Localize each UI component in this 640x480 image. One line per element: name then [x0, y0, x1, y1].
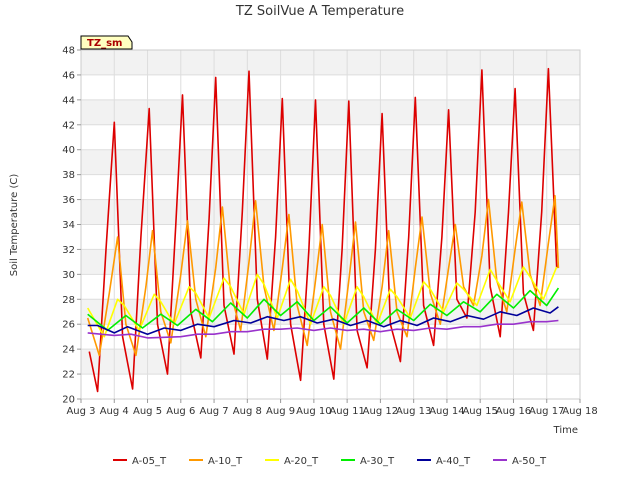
x-tick-label-11: Aug 11	[329, 406, 364, 417]
x-axis-ticks: Aug 3 Aug 4 Aug 5 Aug 6 Aug 7 Aug 8 Aug 9 Aug 1…	[66, 399, 598, 417]
legend-label: A-20_T	[284, 456, 319, 467]
tz-sm-badge: TZ_sm	[80, 35, 133, 50]
band-34	[81, 199, 580, 225]
y-tick-label-44: 44	[62, 95, 75, 106]
y-tick-label-38: 38	[62, 170, 75, 181]
band-38	[81, 149, 580, 175]
series-a-30-t	[87, 287, 560, 332]
series-a-40-t	[87, 306, 559, 335]
x-tick-label-8: Aug 8	[233, 406, 262, 417]
x-tick-label-5: Aug 5	[133, 406, 162, 417]
band-30	[81, 249, 580, 275]
legend-label: A-30_T	[360, 456, 395, 467]
series-a-20-t	[87, 266, 558, 338]
legend-label: A-05_T	[132, 456, 167, 467]
series-a-50-t	[87, 319, 559, 339]
legend-item-a-30-t: A-30_T	[341, 456, 395, 467]
band-42	[81, 99, 580, 125]
x-tick-label-18: Aug 18	[562, 406, 597, 417]
legend-item-a-05-t: A-05_T	[113, 456, 167, 467]
y-tick-label-42: 42	[62, 120, 75, 131]
series-a-10-t	[86, 195, 560, 357]
x-tick-label-9: Aug 9	[266, 406, 295, 417]
y-axis-label: Soil Temperature (C)	[9, 174, 20, 277]
y-tick-label-48: 48	[62, 46, 75, 57]
legend-item-a-40-t: A-40_T	[417, 456, 471, 467]
y-tick-label-40: 40	[62, 145, 75, 156]
series-a-05-t	[88, 67, 558, 393]
y-tick-label-24: 24	[62, 345, 75, 356]
y-tick-label-30: 30	[62, 270, 75, 281]
x-tick-label-16: Aug 16	[496, 406, 531, 417]
y-tick-label-32: 32	[62, 245, 75, 256]
x-tick-label-12: Aug 12	[363, 406, 398, 417]
x-tick-label-13: Aug 13	[396, 406, 431, 417]
y-tick-label-36: 36	[62, 195, 75, 206]
series-lines	[86, 67, 560, 393]
x-tick-label-14: Aug 14	[429, 406, 464, 417]
band-46	[81, 50, 580, 75]
chart-title: TZ SoilVue A Temperature	[235, 4, 404, 19]
legend-label: A-50_T	[512, 456, 547, 467]
x-tick-label-17: Aug 17	[529, 406, 564, 417]
y-tick-label-28: 28	[62, 295, 75, 306]
y-tick-label-22: 22	[62, 370, 75, 381]
x-tick-label-15: Aug 15	[462, 406, 497, 417]
y-tick-label-20: 20	[62, 395, 75, 406]
x-tick-label-7: Aug 7	[200, 406, 229, 417]
y-tick-label-46: 46	[62, 70, 75, 81]
y-axis-ticks: 20 22 24 26 28 30 32 34 36 38 40 42 44 46 48	[62, 46, 81, 406]
x-tick-label-10: Aug 10	[296, 406, 331, 417]
y-tick-label-26: 26	[62, 320, 75, 331]
x-tick-label-3: Aug 3	[66, 406, 95, 417]
x-axis-label: Time	[553, 425, 578, 436]
y-tick-label-34: 34	[62, 220, 75, 231]
badge-label: TZ_sm	[87, 38, 122, 49]
legend-item-a-50-t: A-50_T	[493, 456, 547, 467]
x-tick-label-4: Aug 4	[100, 406, 129, 417]
legend-label: A-40_T	[436, 456, 471, 467]
x-tick-label-6: Aug 6	[166, 406, 195, 417]
legend: A-05_T A-10_T A-20_T A-30_T A-40_T A-50_T	[113, 456, 547, 467]
legend-item-a-10-t: A-10_T	[189, 456, 243, 467]
legend-item-a-20-t: A-20_T	[265, 456, 319, 467]
badge-box	[80, 35, 133, 50]
legend-label: A-10_T	[208, 456, 243, 467]
